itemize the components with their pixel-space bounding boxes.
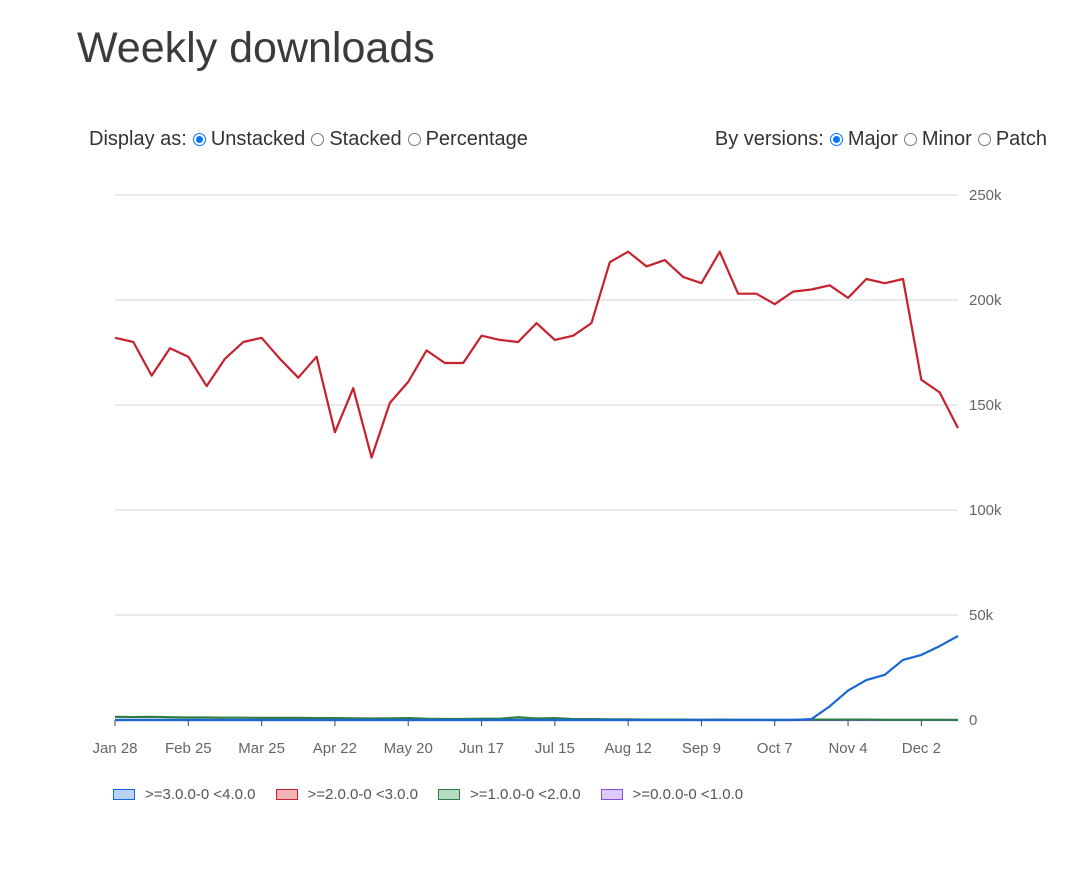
version-patch-option[interactable]: Patch [977, 128, 1047, 151]
x-tick-label: Sep 9 [682, 740, 721, 757]
legend-swatch-v3 [113, 789, 135, 800]
series-line-v1 [114, 715, 959, 722]
x-tick-label: Dec 2 [902, 740, 941, 757]
percentage-label: Percentage [425, 128, 528, 150]
unstacked-radio[interactable] [192, 133, 206, 146]
patch-radio[interactable] [977, 133, 991, 146]
stacked-radio[interactable] [311, 133, 325, 146]
legend-label-v2: >=2.0.0-0 <3.0.0 [307, 786, 419, 803]
display-options: Display as: Unstacked Stacked Percentage [89, 128, 528, 151]
stacked-label: Stacked [329, 128, 402, 150]
legend-item-v1[interactable]: >=1.0.0-0 <2.0.0 [438, 786, 581, 803]
display-unstacked-option[interactable]: Unstacked [192, 128, 306, 151]
patch-label: Patch [995, 128, 1047, 150]
display-label: Display as: [89, 128, 187, 150]
x-tick-label: Jan 28 [92, 740, 137, 757]
x-tick-label: Aug 12 [604, 740, 652, 757]
legend-label-v3: >=3.0.0-0 <4.0.0 [145, 786, 256, 803]
series-line-v3 [115, 635, 959, 722]
legend-swatch-v0 [600, 789, 623, 800]
legend-swatch-v2 [275, 789, 298, 800]
x-tick-label: May 20 [384, 740, 433, 757]
x-tick-label: Apr 22 [313, 740, 357, 757]
display-stacked-option[interactable]: Stacked [311, 128, 402, 151]
legend-label-v1: >=1.0.0-0 <2.0.0 [470, 786, 581, 803]
display-percentage-option[interactable]: Percentage [407, 128, 528, 151]
version-minor-option[interactable]: Minor [903, 128, 972, 151]
legend-swatch-v1 [438, 789, 461, 800]
series-line-v2 [114, 250, 959, 459]
x-tick-label: Jun 17 [459, 740, 504, 757]
y-tick-label: 50k [969, 607, 994, 624]
y-tick-label: 200k [969, 292, 1002, 309]
x-tick-label: Nov 4 [828, 740, 867, 757]
percentage-radio[interactable] [407, 133, 421, 146]
legend-item-v0[interactable]: >=0.0.0-0 <1.0.0 [600, 786, 744, 803]
versions-label: By versions: [714, 128, 824, 150]
chart-legend: >=3.0.0-0 <4.0.0 >=2.0.0-0 <3.0.0 >=1.0.… [113, 786, 763, 803]
y-tick-label: 150k [969, 397, 1002, 414]
page-title: Weekly downloads [77, 24, 435, 72]
x-tick-label: Oct 7 [757, 740, 793, 757]
legend-label-v0: >=0.0.0-0 <1.0.0 [632, 786, 744, 803]
y-tick-label: 100k [969, 502, 1002, 519]
x-tick-label: Mar 25 [238, 740, 285, 757]
version-options: By versions: Major Minor Patch [715, 128, 1047, 151]
minor-radio[interactable] [903, 133, 917, 146]
legend-item-v2[interactable]: >=2.0.0-0 <3.0.0 [275, 786, 419, 803]
legend-item-v3[interactable]: >=3.0.0-0 <4.0.0 [113, 786, 256, 803]
x-tick-label: Feb 25 [165, 740, 212, 757]
y-tick-label: 0 [969, 712, 977, 729]
major-radio[interactable] [829, 133, 843, 146]
x-tick-label: Jul 15 [535, 740, 575, 757]
unstacked-label: Unstacked [210, 128, 306, 150]
downloads-chart: 0 50k 100k 150k 200k 250k Jan 28 Feb 25 Mar 25 Ap… [92, 187, 1002, 757]
y-tick-label: 250k [969, 187, 1002, 204]
version-major-option[interactable]: Major [829, 128, 898, 151]
minor-label: Minor [921, 128, 972, 150]
major-label: Major [847, 128, 898, 150]
